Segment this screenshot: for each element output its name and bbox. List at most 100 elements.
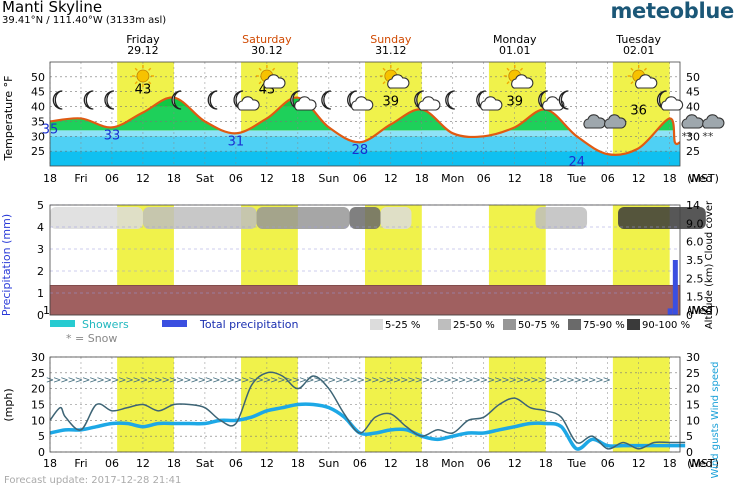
sun-ray <box>258 81 262 85</box>
wind-tick-right: 30 <box>686 351 700 364</box>
wind-direction-arrow: > <box>53 375 61 386</box>
sun-ray <box>148 81 152 85</box>
wind-direction-arrow: > <box>393 375 401 386</box>
altitude-tick-right: 14 <box>686 199 700 212</box>
time-axis-label: 18 <box>539 457 553 470</box>
wind-direction-arrow: > <box>465 375 473 386</box>
moon-shape <box>104 90 115 110</box>
wind-tick-right: 25 <box>686 367 700 380</box>
wind-direction-arrow: > <box>169 375 177 386</box>
wind-direction-arrow: > <box>494 375 502 386</box>
time-axis-label: 06 <box>601 457 615 470</box>
wind-tick-left: 20 <box>31 383 45 396</box>
wind-direction-arrow: > <box>559 375 567 386</box>
time-axis-label: 18 <box>415 457 429 470</box>
wind-tick-right: 15 <box>686 399 700 412</box>
wind-direction-arrow: > <box>205 375 213 386</box>
wind-direction-arrow: > <box>552 375 560 386</box>
temperature-axis-label: Temperature °F <box>2 75 15 161</box>
wind-direction-arrow: > <box>537 375 545 386</box>
precip-tick-left: 5 <box>37 199 44 212</box>
sun-ray <box>395 67 400 71</box>
timezone-label: (MST) <box>687 457 719 470</box>
wind-direction-arrow: > <box>75 375 83 386</box>
altitude-tick-right: 3.5 <box>686 254 704 267</box>
wind-tick-left: 15 <box>31 399 45 412</box>
cloud-cover-block <box>380 207 412 229</box>
cloud-legend-label: 90-100 % <box>642 320 690 331</box>
cloud-shape <box>237 96 260 111</box>
sun-ray <box>148 67 152 71</box>
moon-icon <box>52 90 63 110</box>
temperature-tick-left: 25 <box>31 145 45 158</box>
time-axis-label: 18 <box>539 172 553 185</box>
precip-tick-left: 0 <box>37 309 44 322</box>
showers-legend-swatch <box>50 320 75 327</box>
wind-direction-arrow: > <box>436 375 444 386</box>
wind-direction-arrow: > <box>234 375 242 386</box>
wind-direction-arrow: > <box>386 375 394 386</box>
wind-direction-arrow: > <box>133 375 141 386</box>
wind-direction-arrow: > <box>595 375 603 386</box>
time-axis-label: Fri <box>74 457 87 470</box>
wind-speed-line <box>49 402 686 451</box>
day-name-label: Sunday <box>370 33 412 46</box>
time-axis-label: Wed <box>689 304 713 317</box>
sun-ray <box>382 81 386 85</box>
cloud-shape <box>660 96 684 111</box>
wind-tick-left: 25 <box>31 367 45 380</box>
temperature-tick-left: 35 <box>31 115 45 128</box>
sun-ray <box>382 67 386 71</box>
temperature-band <box>50 136 680 152</box>
sun-ray <box>258 67 262 71</box>
wind-tick-right: 0 <box>686 446 693 459</box>
wind-direction-arrow: > <box>67 375 75 386</box>
time-axis-label: Sun <box>318 457 339 470</box>
cloud-legend-label: 50-75 % <box>518 320 560 331</box>
wind-direction-arrow: > <box>219 375 227 386</box>
precipitation-bar <box>667 308 673 315</box>
temperature-tick-right: 50 <box>686 71 700 84</box>
altitude-tick-right: 6.0 <box>686 236 704 249</box>
wind-direction-arrow: > <box>118 375 126 386</box>
sun-cloud-icon <box>627 65 658 89</box>
temperature-value-label: 36 <box>630 103 647 118</box>
snow-legend-label: * = Snow <box>66 332 117 345</box>
cloud-shape <box>418 96 441 111</box>
cloud-shape <box>702 114 725 129</box>
sun-ray <box>134 67 138 71</box>
time-axis-label: 12 <box>384 172 398 185</box>
cloud-cover-block <box>535 207 588 229</box>
forecast-update-text: Forecast update: 2017-12-28 21:41 <box>4 475 182 486</box>
snow-icon: ** <box>702 114 725 143</box>
wind-direction-arrow: > <box>82 375 90 386</box>
wind-direction-arrow: > <box>89 375 97 386</box>
day-date-label: 31.12 <box>375 44 407 57</box>
sun-ray <box>506 67 510 71</box>
wind-direction-arrow: > <box>248 375 256 386</box>
time-axis-label: 18 <box>167 457 181 470</box>
wind-direction-arrow: > <box>378 375 386 386</box>
time-axis-label: 06 <box>105 457 119 470</box>
precip-axis-label: Precipitation (mm) <box>0 214 13 316</box>
wind-direction-arrow: > <box>566 375 574 386</box>
time-axis-label: 18 <box>43 172 57 185</box>
wind-direction-arrow: > <box>602 375 610 386</box>
temperature-value-label: 43 <box>135 83 152 98</box>
cloud-legend-label: 5-25 % <box>385 320 420 331</box>
wind-direction-arrow: > <box>255 375 263 386</box>
time-axis-label: Mon <box>441 172 464 185</box>
wind-tick-left: 30 <box>31 351 45 364</box>
sun-ray <box>272 67 276 71</box>
wind-direction-arrow: > <box>198 375 206 386</box>
moon-icon <box>445 90 455 110</box>
cloud-shape <box>511 74 534 89</box>
wind-direction-arrow: > <box>415 375 423 386</box>
wind-direction-arrow: > <box>429 375 437 386</box>
brand-logo[interactable]: meteoblue <box>610 0 734 23</box>
total-precip-legend-label: Total precipitation <box>199 318 299 331</box>
wind-direction-arrow: > <box>277 375 285 386</box>
moon-cloud-icon <box>347 90 374 111</box>
time-axis-label: 12 <box>260 457 274 470</box>
